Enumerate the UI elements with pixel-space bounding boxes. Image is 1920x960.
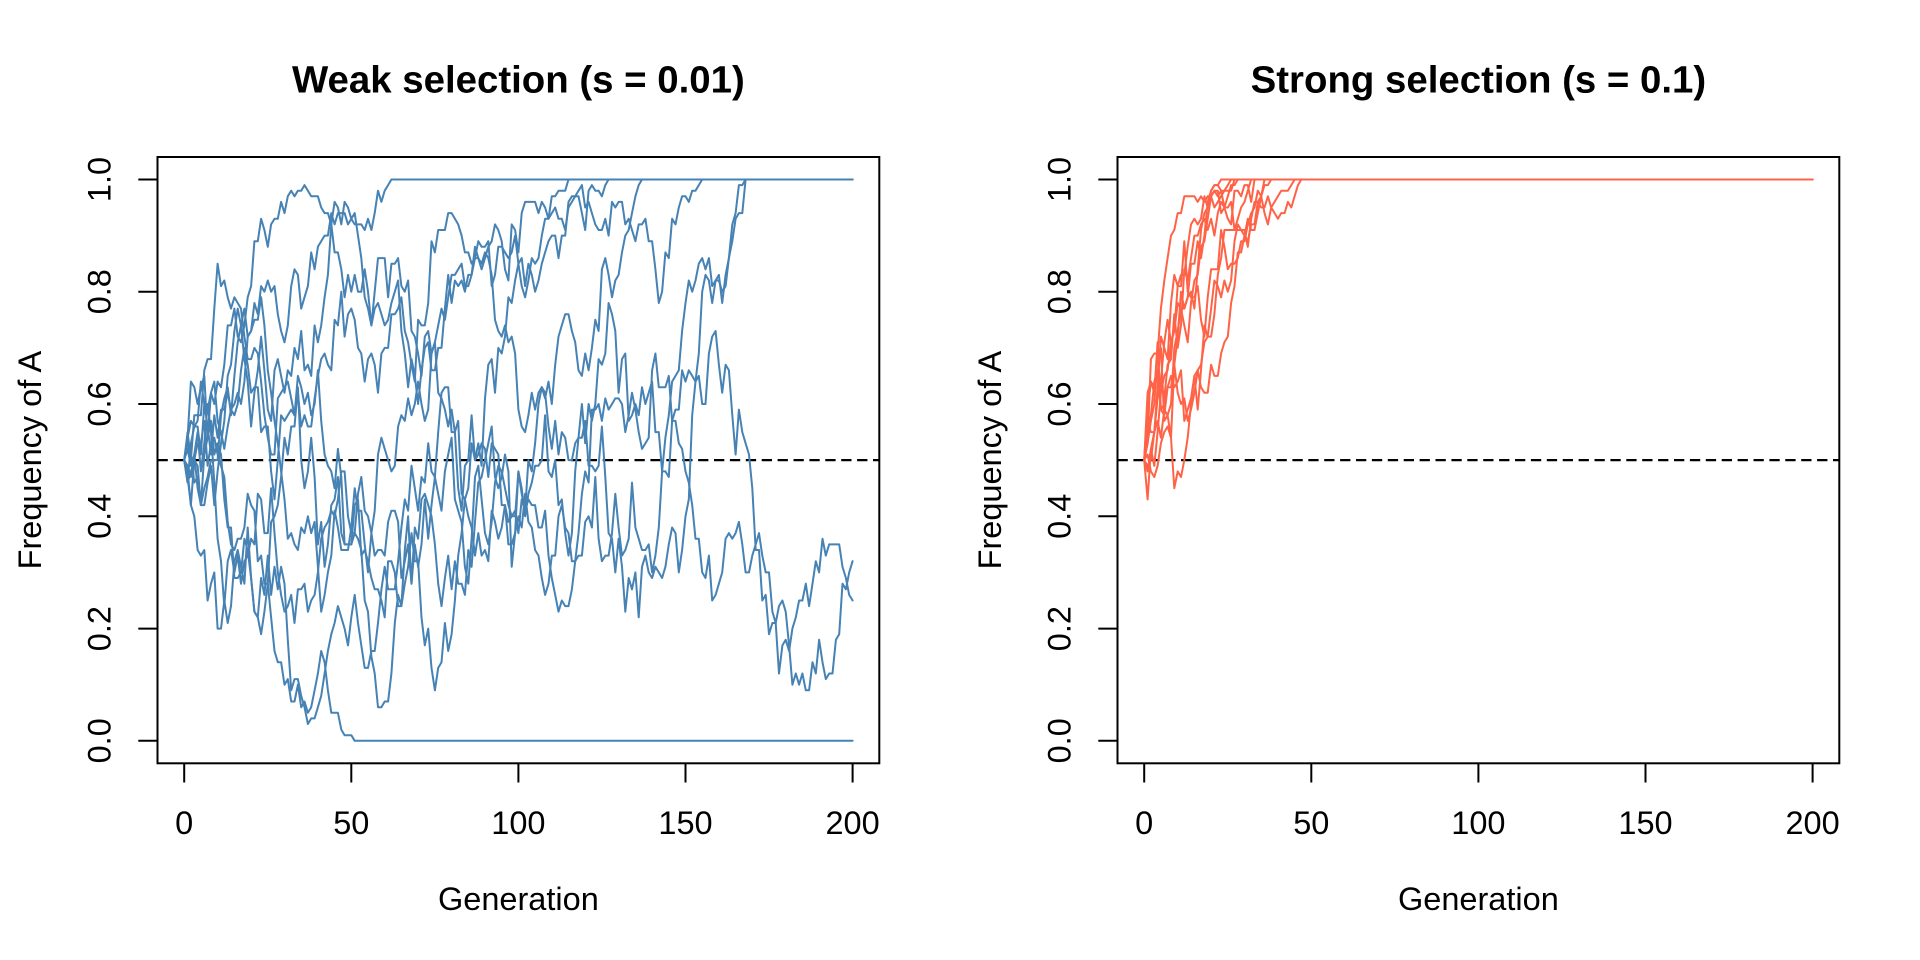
- svg-text:1.0: 1.0: [81, 157, 117, 202]
- svg-text:0.8: 0.8: [81, 269, 117, 314]
- svg-text:1.0: 1.0: [1041, 157, 1077, 202]
- svg-text:0: 0: [175, 805, 193, 841]
- svg-text:Strong selection (s = 0.1): Strong selection (s = 0.1): [1251, 59, 1706, 102]
- svg-text:Weak selection (s = 0.01): Weak selection (s = 0.01): [292, 59, 745, 102]
- svg-text:Generation: Generation: [438, 881, 599, 917]
- svg-text:0.4: 0.4: [1041, 494, 1077, 539]
- svg-text:150: 150: [658, 805, 712, 841]
- svg-text:200: 200: [825, 805, 879, 841]
- svg-text:0.2: 0.2: [81, 606, 117, 651]
- svg-text:0.8: 0.8: [1041, 269, 1077, 314]
- svg-text:150: 150: [1618, 805, 1672, 841]
- svg-text:50: 50: [1293, 805, 1329, 841]
- svg-text:0.0: 0.0: [81, 718, 117, 763]
- svg-text:0.6: 0.6: [1041, 381, 1077, 426]
- svg-text:200: 200: [1785, 805, 1839, 841]
- svg-text:0.2: 0.2: [1041, 606, 1077, 651]
- svg-text:100: 100: [1451, 805, 1505, 841]
- svg-text:100: 100: [491, 805, 545, 841]
- svg-text:0.0: 0.0: [1041, 718, 1077, 763]
- svg-text:0.6: 0.6: [81, 381, 117, 426]
- svg-text:Frequency of A: Frequency of A: [12, 350, 48, 569]
- svg-text:Frequency of A: Frequency of A: [972, 350, 1008, 569]
- svg-text:Generation: Generation: [1398, 881, 1559, 917]
- svg-text:50: 50: [333, 805, 369, 841]
- svg-text:0: 0: [1135, 805, 1153, 841]
- svg-text:0.4: 0.4: [81, 494, 117, 539]
